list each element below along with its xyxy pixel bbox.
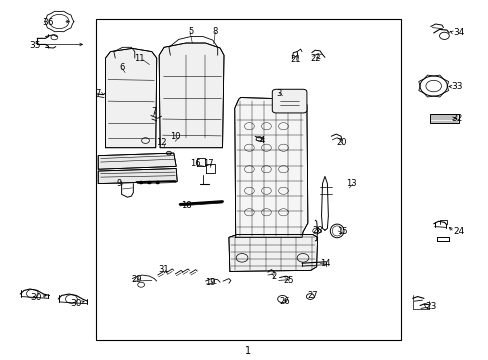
Text: 8: 8: [212, 27, 218, 36]
Text: 29: 29: [131, 275, 141, 284]
Text: 4: 4: [260, 136, 264, 145]
Text: 3: 3: [275, 89, 281, 98]
Text: 17: 17: [203, 159, 214, 168]
Text: 20: 20: [336, 138, 346, 147]
Bar: [429, 114, 458, 123]
Text: 12: 12: [156, 138, 166, 147]
Text: 10: 10: [170, 132, 180, 141]
Text: 27: 27: [307, 291, 317, 300]
Text: 9: 9: [116, 179, 122, 188]
Text: 32: 32: [450, 114, 461, 123]
FancyBboxPatch shape: [272, 89, 306, 113]
Text: 21: 21: [290, 55, 300, 64]
Text: 33: 33: [450, 82, 462, 91]
Text: 26: 26: [279, 297, 290, 306]
Text: 15: 15: [336, 228, 346, 237]
Polygon shape: [228, 234, 317, 271]
Text: 5: 5: [188, 27, 193, 36]
Circle shape: [156, 181, 159, 184]
Text: 24: 24: [452, 228, 464, 237]
Text: 6: 6: [119, 63, 124, 72]
Polygon shape: [98, 153, 176, 169]
Text: 25: 25: [283, 276, 293, 285]
Polygon shape: [234, 98, 307, 237]
Circle shape: [140, 181, 142, 184]
Text: 28: 28: [312, 226, 322, 235]
Text: 16: 16: [190, 159, 201, 168]
Text: 2: 2: [270, 272, 276, 281]
Text: 30: 30: [70, 299, 82, 308]
Circle shape: [148, 181, 151, 184]
Text: 18: 18: [180, 201, 191, 210]
Polygon shape: [98, 168, 177, 184]
Text: 30: 30: [30, 293, 42, 302]
Text: 35: 35: [29, 41, 41, 50]
Text: 36: 36: [42, 18, 54, 27]
Text: 7: 7: [151, 107, 157, 116]
Text: 14: 14: [319, 259, 329, 268]
Text: 11: 11: [134, 54, 144, 63]
Bar: [96, 19, 400, 339]
Text: 13: 13: [346, 179, 356, 188]
Text: 22: 22: [309, 54, 320, 63]
Text: 23: 23: [425, 302, 436, 311]
Polygon shape: [159, 43, 224, 148]
Text: 34: 34: [452, 28, 464, 37]
Text: 7: 7: [95, 89, 101, 98]
Polygon shape: [105, 48, 157, 148]
Text: 31: 31: [159, 265, 169, 274]
Text: 19: 19: [204, 278, 215, 287]
Text: 1: 1: [245, 346, 251, 356]
